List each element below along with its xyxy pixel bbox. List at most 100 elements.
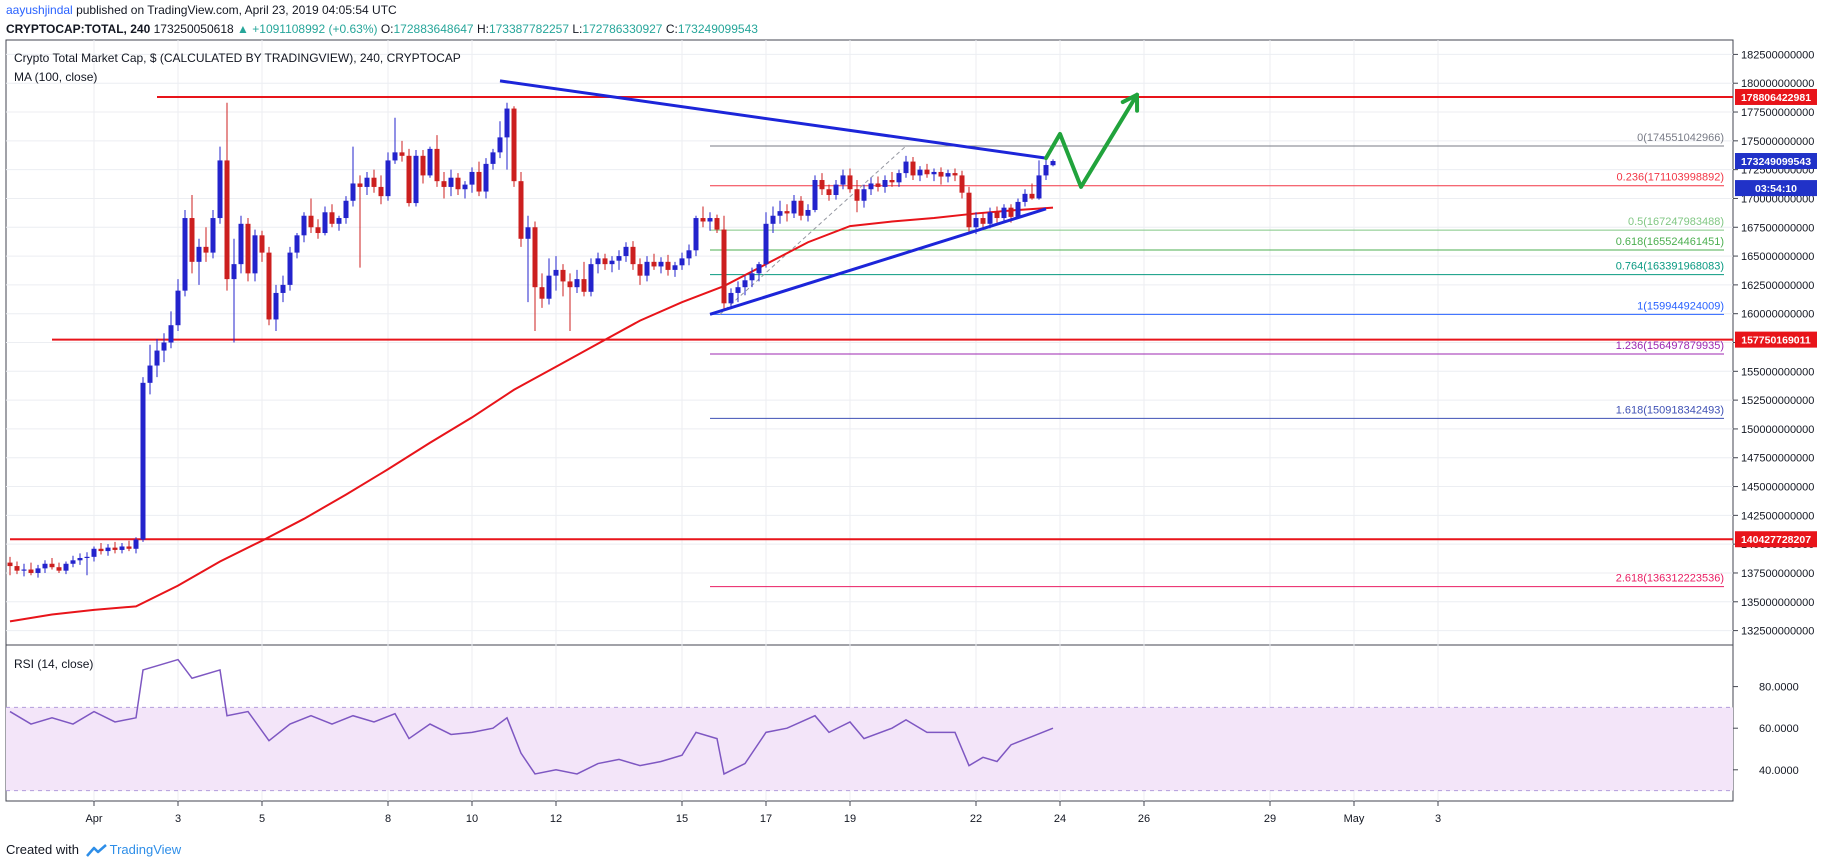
tradingview-link[interactable]: TradingView bbox=[109, 842, 182, 857]
rsi-axis[interactable]: 80.0000 60.0000 40.0000 bbox=[1733, 682, 1799, 777]
candle bbox=[63, 561, 69, 575]
fib-ratio: 0.618 bbox=[1616, 236, 1644, 248]
fib-ratio: 1.618 bbox=[1616, 404, 1644, 416]
candle bbox=[287, 246, 293, 291]
candle-body bbox=[805, 209, 811, 216]
candle-body bbox=[1015, 201, 1021, 217]
candle bbox=[826, 184, 832, 201]
price-tag-label: 140427728207 bbox=[1741, 534, 1811, 546]
candle-body bbox=[441, 181, 447, 187]
candle bbox=[966, 186, 972, 234]
candle-body bbox=[343, 200, 349, 219]
candle bbox=[777, 200, 783, 224]
candle bbox=[273, 284, 279, 331]
candle bbox=[952, 168, 958, 182]
author-link[interactable]: aayushjindal bbox=[6, 3, 73, 17]
candle-body bbox=[42, 563, 48, 569]
candle bbox=[182, 209, 188, 297]
candle bbox=[511, 106, 517, 187]
candle-body bbox=[770, 215, 776, 224]
candle bbox=[49, 557, 55, 570]
ma-100-line bbox=[9, 206, 1054, 623]
candle-body bbox=[462, 184, 468, 190]
candle-body bbox=[224, 160, 230, 280]
time-tick-label: 24 bbox=[1054, 813, 1066, 825]
candle-body bbox=[483, 163, 489, 192]
time-tick-label: Apr bbox=[85, 813, 102, 825]
candle bbox=[357, 175, 363, 268]
time-tick-label: 5 bbox=[259, 813, 265, 825]
candle-body bbox=[882, 180, 888, 187]
trendlines[interactable] bbox=[499, 79, 1047, 316]
candle bbox=[77, 553, 83, 565]
candle-body bbox=[1029, 193, 1035, 199]
candle bbox=[322, 206, 328, 236]
candle bbox=[609, 256, 615, 273]
candle-body bbox=[826, 189, 832, 195]
candle bbox=[539, 273, 545, 308]
candle-body bbox=[511, 108, 517, 182]
ohlc-open-value: 172883648647 bbox=[393, 22, 474, 36]
candle bbox=[35, 564, 41, 578]
candle bbox=[98, 543, 104, 555]
candle bbox=[280, 275, 286, 303]
horizontal-lines[interactable] bbox=[10, 95, 1733, 541]
candle bbox=[161, 333, 167, 363]
candle-body bbox=[735, 287, 741, 293]
ohlc-low-label: L: bbox=[572, 22, 583, 36]
candle-body bbox=[609, 260, 615, 265]
tradingview-logo-icon bbox=[85, 844, 107, 857]
candle-body bbox=[364, 177, 370, 187]
rsi-line bbox=[9, 658, 1054, 776]
time-tick-label: 12 bbox=[550, 813, 562, 825]
candle bbox=[812, 175, 818, 213]
candle bbox=[497, 121, 503, 159]
candle-body bbox=[98, 548, 104, 552]
fib-value: (167247983488) bbox=[1643, 216, 1724, 228]
candle-body bbox=[637, 264, 643, 276]
candle-body bbox=[336, 218, 342, 224]
candle bbox=[175, 279, 181, 331]
candle bbox=[616, 250, 622, 270]
candle bbox=[623, 242, 629, 262]
candle bbox=[567, 273, 573, 331]
price-tick-label: 135000000000 bbox=[1741, 597, 1814, 609]
candle bbox=[889, 171, 895, 187]
candle-body bbox=[693, 218, 699, 251]
candle-body bbox=[28, 569, 34, 573]
candle-body bbox=[763, 223, 769, 265]
fibonacci-retracement[interactable]: 0(174551042966)0.236(171103998892)0.5(16… bbox=[710, 132, 1724, 588]
price-axis[interactable]: 182500000000 180000000000 177500000000 1750… bbox=[1733, 49, 1814, 638]
candle-body bbox=[1036, 175, 1042, 199]
candle-body bbox=[238, 223, 244, 265]
ma-legend: MA (100, close) bbox=[14, 70, 97, 84]
candle bbox=[581, 261, 587, 297]
candle-body bbox=[553, 269, 559, 276]
projection-arrow[interactable] bbox=[1044, 92, 1139, 189]
time-axis[interactable]: Apr 3 5 8 10 12 15 17 19 22 24 26 29 May 3 bbox=[85, 801, 1441, 825]
candle bbox=[644, 256, 650, 282]
candle-body bbox=[567, 281, 573, 288]
symbol-name: CRYPTOCAP:TOTAL, 240 bbox=[6, 22, 151, 36]
candle bbox=[329, 204, 335, 228]
fib-ratio: 2.618 bbox=[1616, 573, 1644, 585]
candle bbox=[994, 206, 1000, 223]
candle-body bbox=[371, 177, 377, 187]
candle-body bbox=[672, 265, 678, 270]
candle-body bbox=[21, 569, 27, 571]
candle-body bbox=[903, 161, 909, 174]
candle bbox=[406, 148, 412, 207]
price-tag bbox=[1735, 331, 1817, 348]
chart-frame bbox=[5, 39, 1734, 802]
footer: Created with TradingView bbox=[6, 842, 181, 857]
candle bbox=[749, 267, 755, 288]
price-tick-label: 150000000000 bbox=[1741, 424, 1814, 436]
candle-body bbox=[623, 246, 629, 257]
created-with-label: Created with bbox=[6, 842, 79, 857]
fib-level-label: 2.618(136312223536) bbox=[1616, 573, 1724, 585]
fib-ratio: 0.236 bbox=[1617, 172, 1645, 184]
candle-body bbox=[938, 171, 944, 177]
candle-body bbox=[266, 252, 272, 320]
candle-body bbox=[630, 246, 636, 265]
